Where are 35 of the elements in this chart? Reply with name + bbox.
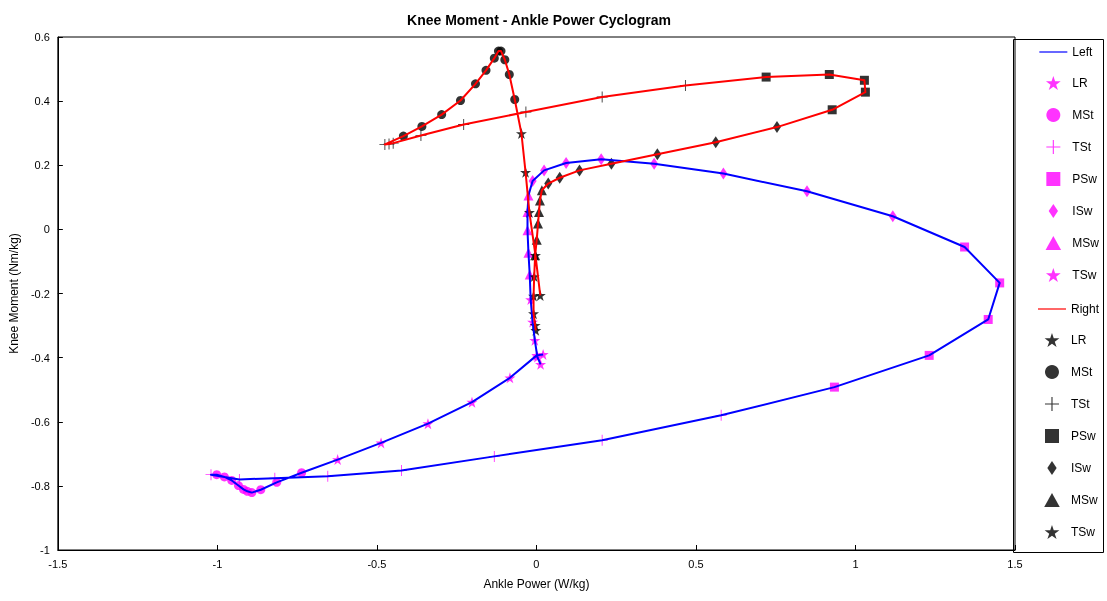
x-tick-label: 1 [852, 557, 859, 570]
legend-label: ISw [1070, 461, 1092, 475]
legend-label: ISw [1072, 204, 1093, 218]
x-tick-label: -1.5 [48, 557, 68, 570]
y-tick-label: 0.2 [34, 159, 50, 172]
legend-label: MSw [1070, 493, 1098, 507]
legend-label: PSw [1072, 172, 1098, 186]
y-axis-title: Knee Moment (Nm/kg) [7, 233, 21, 354]
y-tick-label: -0.2 [30, 287, 50, 300]
legend-label: PSw [1070, 429, 1096, 443]
legend-label: Left [1072, 45, 1094, 59]
legend-label: MSt [1070, 365, 1093, 379]
y-tick-label: 0.6 [34, 31, 50, 43]
legend-label: TSt [1070, 397, 1091, 411]
y-tick-label: -0.6 [30, 415, 50, 428]
legend-label: MSt [1072, 108, 1095, 122]
legend-label: Right [1070, 302, 1100, 316]
x-tick-label: 0 [533, 557, 540, 570]
y-tick-label: 0.4 [34, 95, 50, 108]
x-tick-label: -1 [212, 557, 223, 570]
legend-label: TSt [1072, 140, 1092, 154]
x-tick-label: -0.5 [367, 557, 387, 570]
legend-label: LR [1072, 76, 1089, 90]
x-axis-title: Ankle Power (W/kg) [483, 577, 590, 591]
legend-label: LR [1070, 333, 1087, 347]
chart-title: Knee Moment - Ankle Power Cyclogram [407, 12, 671, 28]
y-tick-label: -1 [40, 544, 50, 556]
x-tick-label: 1.5 [1007, 557, 1023, 570]
legend-label: TSw [1070, 525, 1096, 539]
legend-label: TSw [1072, 268, 1097, 282]
x-tick-label: 0.5 [688, 557, 704, 570]
y-tick-label: 0 [43, 223, 50, 236]
legend-label: MSw [1072, 236, 1100, 250]
y-tick-label: -0.8 [30, 479, 50, 492]
y-tick-label: -0.4 [30, 351, 50, 364]
